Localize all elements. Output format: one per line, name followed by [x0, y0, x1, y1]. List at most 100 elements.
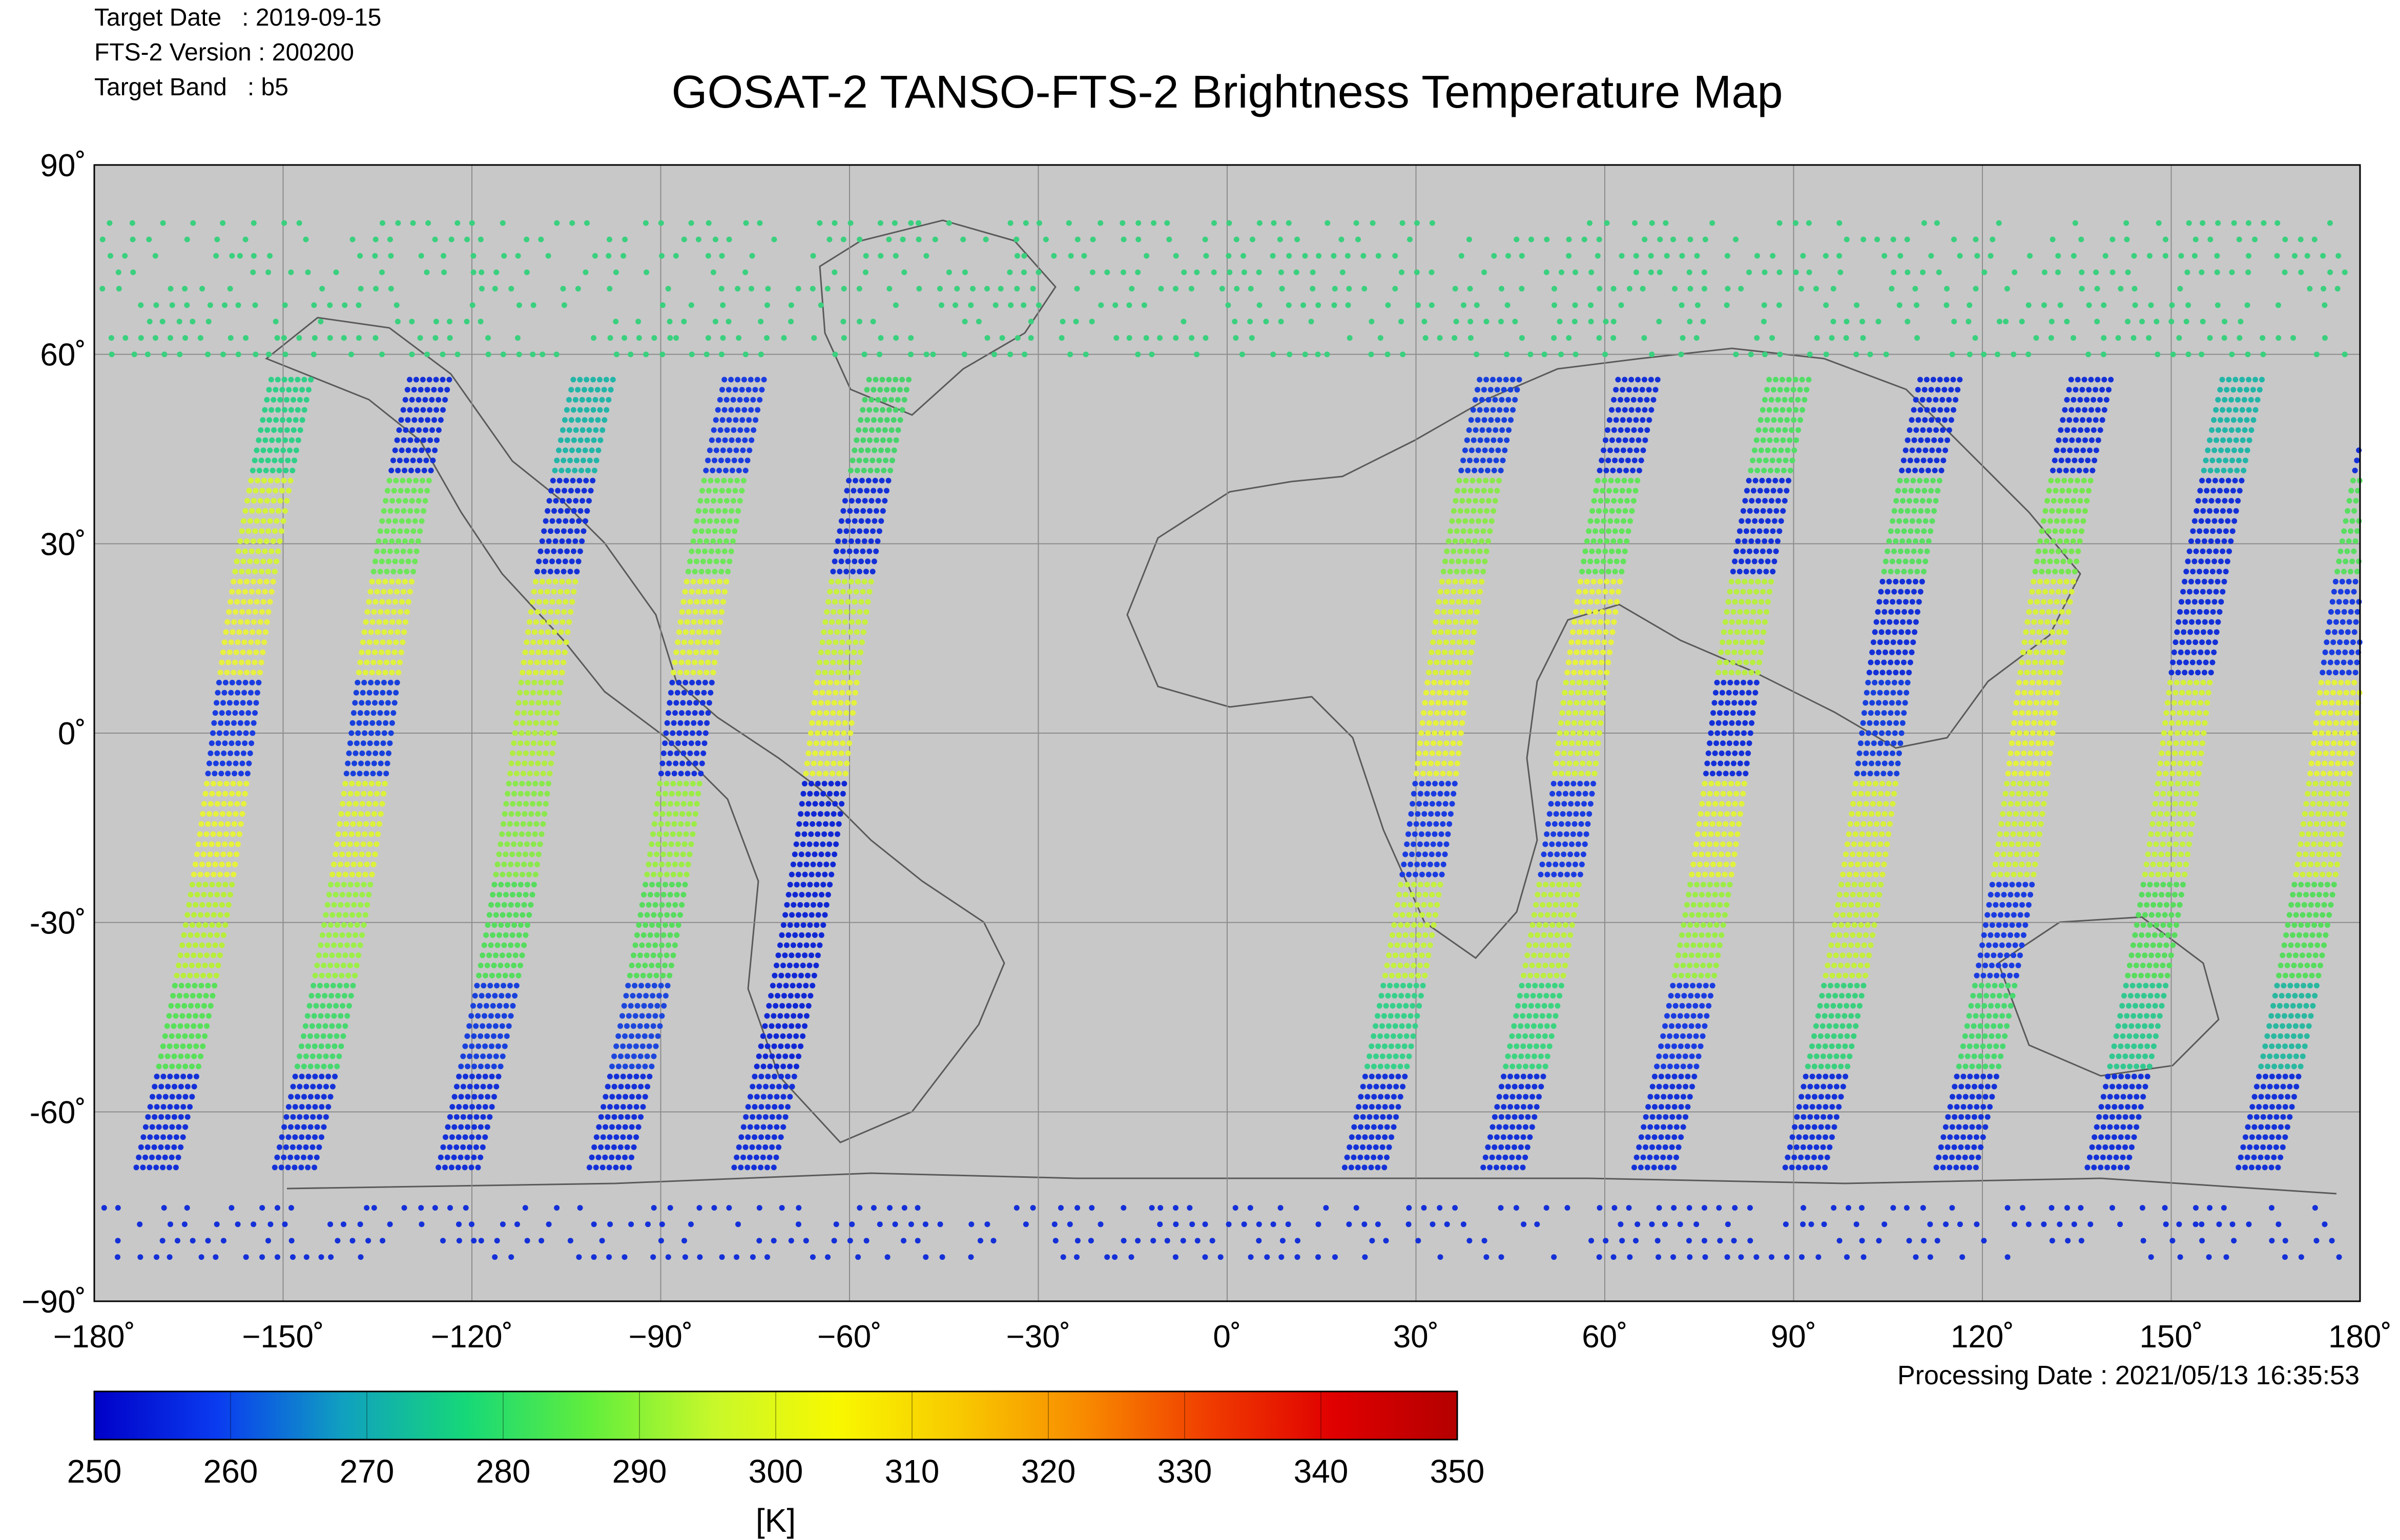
observation-dot — [802, 952, 808, 959]
observation-dot — [615, 1033, 622, 1039]
observation-dot — [1654, 377, 1661, 383]
observation-dot — [1944, 437, 1950, 443]
observation-dot — [1857, 801, 1863, 807]
observation-dot — [1846, 993, 1851, 999]
observation-dot — [1757, 417, 1764, 423]
observation-dot — [1803, 1073, 1809, 1079]
observation-dot — [820, 922, 826, 928]
observation-dot — [776, 983, 782, 989]
observation-dot — [1509, 1124, 1516, 1130]
observation-dot — [1718, 649, 1724, 655]
observation-dot — [232, 710, 238, 716]
observation-dot — [548, 528, 554, 534]
observation-dot — [189, 963, 195, 968]
observation-dot — [709, 629, 715, 635]
observation-dot — [1567, 750, 1574, 756]
observation-dot — [363, 821, 369, 827]
observation-dot — [712, 488, 718, 494]
observation-dot — [1855, 1013, 1861, 1019]
observation-dot — [321, 1094, 327, 1100]
observation-dot — [1481, 417, 1487, 423]
observation-dot — [471, 1033, 477, 1039]
observation-dot — [202, 922, 209, 928]
observation-dot — [369, 578, 375, 585]
observation-dot — [1843, 851, 1849, 858]
observation-dot — [707, 447, 713, 453]
observation-dot — [1805, 1064, 1811, 1070]
observation-dot — [1879, 871, 1886, 878]
observation-dot — [1868, 659, 1874, 665]
observation-dot — [1818, 1094, 1824, 1100]
observation-dot — [401, 589, 406, 595]
observation-dot — [1498, 467, 1504, 473]
observation-dot — [1863, 932, 1869, 938]
observation-dot — [631, 1084, 637, 1090]
observation-dot — [1558, 821, 1564, 827]
observation-dot — [172, 983, 178, 989]
observation-dot — [836, 659, 842, 665]
observation-dot — [389, 720, 395, 726]
observation-dot — [1403, 1003, 1409, 1009]
observation-dot — [678, 771, 684, 777]
observation-dot — [1402, 851, 1409, 858]
observation-dot — [246, 649, 253, 655]
observation-dot — [838, 700, 844, 706]
observation-dot — [811, 972, 817, 979]
observation-dot — [864, 417, 871, 423]
observation-dot — [189, 882, 195, 888]
observation-dot — [1833, 912, 1839, 918]
observation-dot — [1792, 377, 1798, 383]
observation-dot — [1489, 1154, 1495, 1160]
observation-dot — [498, 922, 504, 928]
observation-dot — [1391, 1094, 1397, 1100]
observation-dot — [1824, 1154, 1830, 1160]
observation-dot — [569, 558, 575, 565]
observation-dot — [443, 1134, 448, 1140]
observation-dot — [698, 659, 705, 665]
observation-dot — [877, 417, 883, 423]
observation-dot — [1435, 700, 1441, 706]
observation-dot — [1748, 578, 1754, 585]
observation-dot — [1890, 690, 1896, 696]
observation-dot — [1871, 882, 1877, 888]
observation-dot — [632, 983, 638, 989]
observation-dot — [810, 771, 816, 777]
observation-dot — [1471, 629, 1477, 635]
observation-dot — [1776, 528, 1783, 534]
observation-dot — [780, 922, 787, 928]
observation-dot — [1560, 760, 1566, 766]
observation-dot — [1737, 609, 1743, 615]
observation-dot — [536, 558, 542, 565]
observation-dot — [520, 821, 526, 827]
observation-dot — [1762, 538, 1768, 544]
observation-dot — [1714, 831, 1721, 837]
observation-dot — [820, 679, 826, 685]
observation-dot — [503, 932, 509, 938]
observation-dot — [1911, 548, 1917, 554]
observation-dot — [695, 790, 701, 797]
observation-dot — [237, 538, 243, 544]
observation-dot — [1580, 811, 1586, 817]
observation-dot — [264, 498, 270, 504]
observation-dot — [800, 922, 806, 928]
observation-dot — [330, 983, 336, 989]
observation-dot — [1351, 1154, 1357, 1160]
observation-dot — [651, 1053, 657, 1059]
observation-dot — [296, 1144, 302, 1150]
observation-dot — [673, 851, 679, 858]
observation-dot — [1687, 1064, 1693, 1070]
observation-dot — [547, 710, 553, 716]
observation-dot — [273, 387, 279, 393]
observation-dot — [223, 629, 229, 635]
observation-dot — [242, 589, 248, 595]
observation-dot — [485, 922, 491, 928]
observation-dot — [675, 882, 681, 888]
observation-dot — [810, 942, 816, 948]
observation-dot — [1842, 902, 1848, 908]
observation-dot — [1742, 720, 1748, 726]
observation-dot — [701, 639, 707, 646]
observation-dot — [541, 528, 547, 534]
observation-dot — [222, 922, 229, 928]
observation-dot — [1676, 1114, 1682, 1120]
observation-dot — [712, 569, 718, 575]
